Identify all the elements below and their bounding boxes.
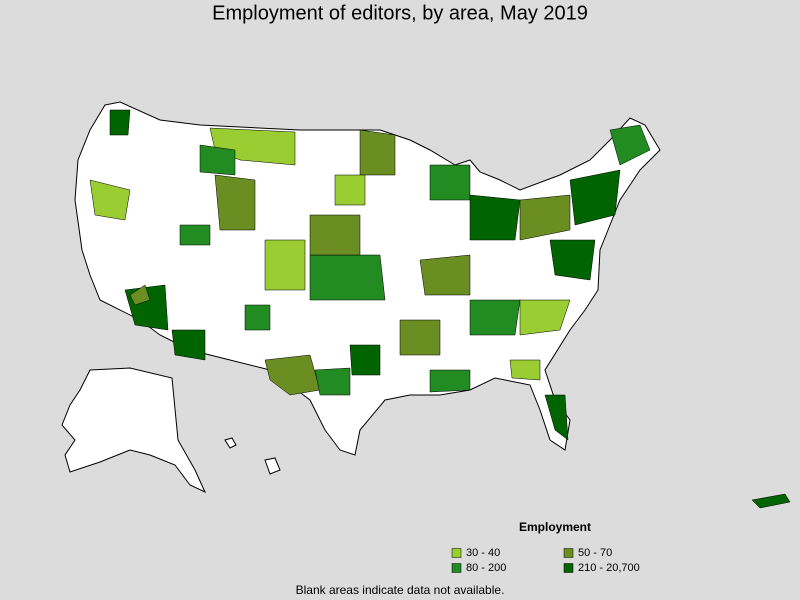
- legend-swatch: [451, 548, 462, 558]
- map-area: [509, 359, 541, 381]
- map-area: [179, 224, 211, 246]
- map-area: [359, 129, 396, 176]
- map-area: [309, 214, 361, 256]
- map-area: [129, 284, 151, 306]
- map-area: [89, 179, 131, 221]
- map-area: [569, 169, 621, 226]
- legend: 30 - 40 50 - 70 80 - 200 210 - 20,700: [451, 547, 640, 574]
- map-area: [429, 164, 471, 201]
- alaska: [61, 367, 207, 494]
- map-area: [334, 174, 366, 206]
- us-map: [61, 101, 791, 509]
- legend-label: 210 - 20,700: [578, 562, 640, 574]
- map-area: [549, 239, 596, 281]
- map-area: [419, 254, 471, 296]
- legend-title: Employment: [519, 520, 591, 534]
- footnote: Blank areas indicate data not available.: [296, 583, 505, 597]
- map-area: [544, 394, 569, 441]
- map-area: [519, 299, 571, 336]
- puerto-rico: [751, 493, 791, 509]
- legend-label: 50 - 70: [578, 547, 612, 559]
- hawaii: [224, 437, 237, 449]
- legend-swatch: [563, 548, 574, 558]
- map-area: [214, 174, 256, 231]
- map-area: [171, 329, 206, 361]
- legend-label: 80 - 200: [466, 562, 506, 574]
- map-area: [199, 144, 236, 176]
- map-title: Employment of editors, by area, May 2019: [212, 2, 588, 24]
- map-area: [469, 299, 521, 336]
- map-area: [244, 304, 271, 331]
- map-area: [519, 194, 571, 241]
- map-area: [349, 344, 381, 376]
- map-area: [264, 354, 321, 396]
- map-area: [609, 124, 651, 166]
- map-area: [314, 367, 351, 396]
- map-area: [429, 369, 471, 393]
- map-area: [309, 254, 386, 301]
- map-area: [264, 239, 306, 291]
- hawaii: [264, 457, 281, 475]
- map-area: [399, 319, 441, 356]
- map-area: [109, 109, 131, 136]
- legend-swatch: [563, 563, 574, 573]
- legend-swatch: [451, 563, 462, 573]
- legend-label: 30 - 40: [466, 547, 500, 559]
- map-area: [469, 194, 521, 241]
